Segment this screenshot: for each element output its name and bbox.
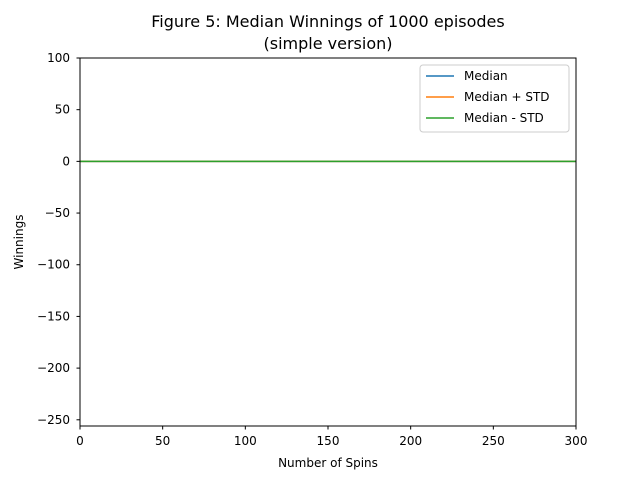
chart-title-line-2: (simple version) [264,34,393,53]
plot-area [79,57,577,427]
y-tick-label: −50 [45,206,70,220]
y-axis-label: Winnings [12,215,26,270]
x-axis-label: Number of Spins [278,456,378,470]
x-tick-label: 0 [76,434,84,448]
y-tick-label: 50 [55,103,70,117]
y-tick-label: −150 [37,309,70,323]
y-tick-label: −100 [37,258,70,272]
x-tick-label: 150 [317,434,340,448]
y-tick-label: 0 [62,154,70,168]
x-tick-label: 100 [234,434,257,448]
chart-title-line-1: Figure 5: Median Winnings of 1000 episod… [151,12,504,31]
x-tick-label: 300 [565,434,588,448]
legend-entries: Median Median + STD Median - STD [426,69,550,125]
y-tick-label: 100 [47,51,70,65]
x-tick-label: 200 [399,434,422,448]
legend-label-0: Median [464,69,508,83]
y-axis-ticks: 100 50 0 −50 −100 −150 −200 −250 [37,51,80,427]
legend-box [419,64,570,133]
x-axis-ticks: 0 50 100 150 200 250 300 [76,426,587,448]
legend-label-1: Median + STD [464,90,550,104]
legend: Median Median + STD Median - STD [419,64,570,133]
y-tick-label: −250 [37,413,70,427]
y-tick-label: −200 [37,361,70,375]
x-tick-label: 50 [155,434,170,448]
x-tick-label: 250 [482,434,505,448]
legend-label-2: Median - STD [464,111,544,125]
